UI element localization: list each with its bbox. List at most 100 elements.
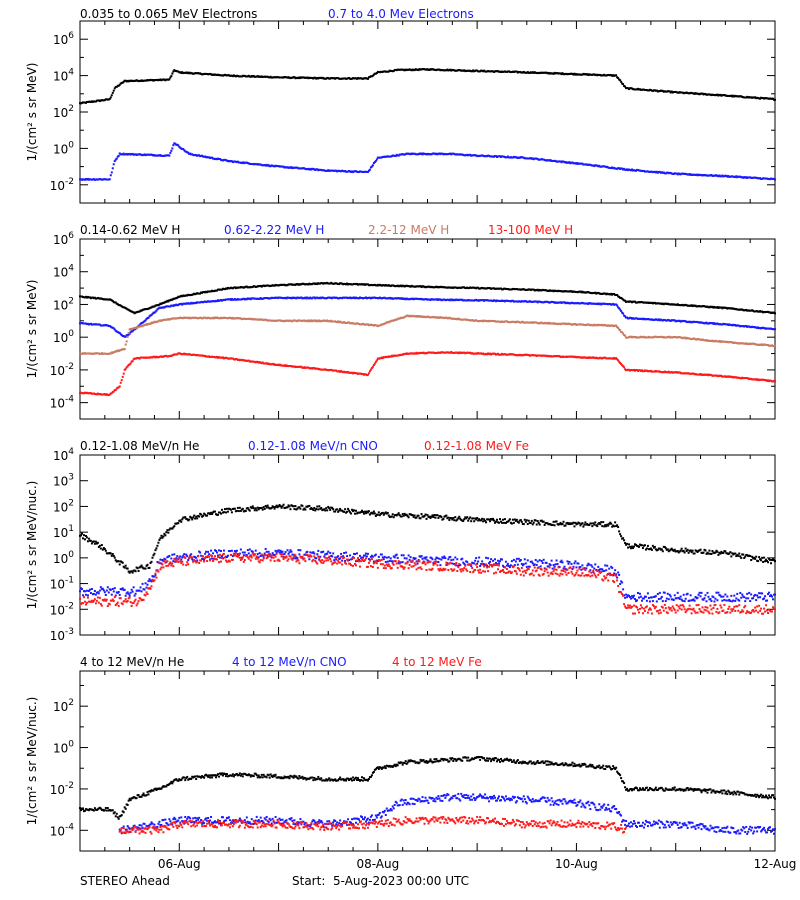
data-point xyxy=(353,509,356,512)
legend-entry: 0.62-2.22 MeV H xyxy=(224,223,324,237)
data-point xyxy=(346,510,349,513)
data-point xyxy=(112,163,115,166)
data-point xyxy=(517,521,520,524)
data-point xyxy=(492,517,495,520)
data-point xyxy=(530,519,533,522)
data-point xyxy=(540,519,543,522)
data-point xyxy=(131,571,134,574)
data-series-group xyxy=(79,281,776,397)
data-point xyxy=(407,516,410,519)
data-point xyxy=(423,515,426,518)
data-point xyxy=(264,504,267,507)
data-point xyxy=(177,522,180,525)
data-point xyxy=(508,518,511,521)
data-point xyxy=(468,517,471,520)
data-point xyxy=(344,508,347,511)
data-point xyxy=(171,147,174,150)
data-point xyxy=(434,516,437,519)
data-point xyxy=(571,522,574,525)
data-point xyxy=(101,548,104,551)
data-point xyxy=(93,542,96,545)
data-point xyxy=(165,531,168,534)
data-point xyxy=(377,511,380,514)
data-point xyxy=(483,518,486,521)
data-point xyxy=(631,168,634,171)
data-point xyxy=(137,570,140,573)
data-point xyxy=(561,523,564,526)
data-point xyxy=(277,505,280,508)
data-point xyxy=(274,505,277,508)
data-point xyxy=(615,74,618,77)
data-point xyxy=(83,538,86,541)
data-point xyxy=(572,521,575,524)
data-point xyxy=(386,511,389,514)
data-point xyxy=(482,520,485,523)
data-point xyxy=(368,370,371,373)
data-point xyxy=(110,554,113,557)
data-point xyxy=(125,340,128,343)
data-point xyxy=(428,515,431,518)
data-point xyxy=(298,506,301,509)
data-point xyxy=(489,520,492,523)
data-point xyxy=(374,360,377,363)
data-point xyxy=(168,528,171,531)
data-point xyxy=(170,149,173,152)
data-point xyxy=(237,510,240,513)
data-point xyxy=(374,515,377,518)
series-blue xyxy=(79,296,776,338)
data-point xyxy=(151,312,154,315)
data-point xyxy=(494,521,497,524)
data-point xyxy=(145,564,148,567)
data-point xyxy=(191,518,194,521)
series-black xyxy=(79,503,776,574)
data-point xyxy=(103,548,106,551)
data-point xyxy=(254,507,257,510)
data-point xyxy=(450,517,453,520)
data-point xyxy=(355,509,358,512)
data-point xyxy=(615,324,618,327)
data-point xyxy=(318,505,321,508)
data-point xyxy=(619,361,622,364)
data-point xyxy=(149,561,152,564)
data-point xyxy=(230,511,233,514)
data-point xyxy=(168,78,171,81)
data-point xyxy=(311,507,314,510)
data-point xyxy=(420,513,423,516)
data-point xyxy=(620,362,623,365)
data-point xyxy=(210,511,213,514)
data-point xyxy=(470,520,473,523)
data-point xyxy=(578,522,581,525)
data-point xyxy=(452,516,455,519)
data-point xyxy=(339,507,342,510)
data-point xyxy=(425,517,428,520)
data-point xyxy=(217,513,220,516)
data-point xyxy=(270,506,273,509)
data-point xyxy=(403,512,406,515)
series-black xyxy=(79,281,776,315)
data-point xyxy=(144,567,147,570)
data-point xyxy=(118,563,121,566)
data-point xyxy=(181,518,184,521)
data-point xyxy=(469,516,472,519)
data-point xyxy=(139,565,142,568)
data-point xyxy=(292,505,295,508)
data-point xyxy=(326,509,329,512)
data-point xyxy=(458,515,461,518)
data-point xyxy=(187,151,190,154)
data-point xyxy=(225,507,228,510)
data-point xyxy=(493,519,496,522)
data-point xyxy=(515,518,518,521)
data-point xyxy=(495,520,498,523)
legend-entry: 13-100 MeV H xyxy=(488,223,573,237)
data-point xyxy=(332,508,335,511)
data-point xyxy=(226,510,229,513)
data-point xyxy=(235,509,238,512)
data-point xyxy=(331,506,334,509)
data-point xyxy=(347,507,350,510)
data-point xyxy=(184,516,187,519)
data-point xyxy=(90,542,93,545)
data-point xyxy=(488,518,491,521)
data-point xyxy=(248,509,251,512)
data-point xyxy=(131,330,134,333)
data-point xyxy=(402,514,405,517)
